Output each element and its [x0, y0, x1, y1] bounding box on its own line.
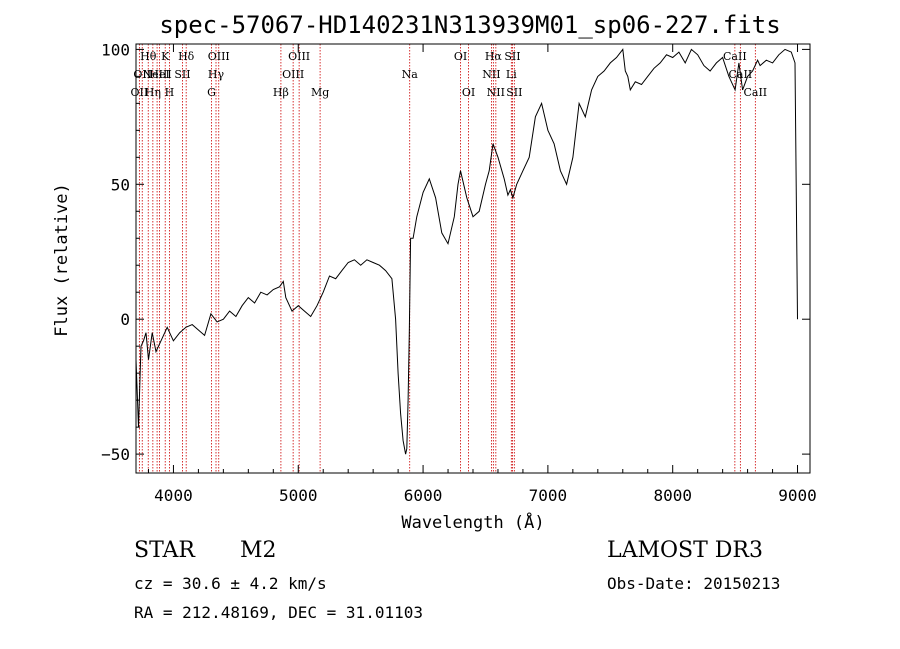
- line-label: Li: [506, 68, 517, 81]
- x-tick-label: 4000: [154, 486, 193, 505]
- line-label: NeIII: [143, 68, 172, 81]
- line-label: K: [161, 50, 170, 63]
- chart-title: spec-57067-HD140231N313939M01_sp06-227.f…: [159, 11, 780, 39]
- line-label: OIII: [282, 68, 304, 81]
- x-tick-label: 5000: [279, 486, 318, 505]
- object-subclass: M2: [240, 538, 277, 563]
- line-label: Hγ: [208, 68, 225, 81]
- spectrum-chart: spec-57067-HD140231N313939M01_sp06-227.f…: [52, 11, 817, 533]
- redshift-text: cz = 30.6 ± 4.2 km/s: [134, 574, 327, 593]
- line-label: OI: [462, 86, 475, 99]
- line-label: SII: [174, 68, 190, 81]
- line-label: Na: [402, 68, 419, 81]
- x-tick-label: 9000: [778, 486, 817, 505]
- line-label: Hη: [145, 86, 161, 99]
- line-label: OI: [454, 50, 467, 63]
- y-tick-label: −50: [101, 445, 130, 464]
- line-label: G: [207, 86, 216, 99]
- y-axis: −50 0 50 100: [101, 40, 810, 464]
- line-label: NII: [487, 86, 505, 99]
- x-tick-label: 8000: [653, 486, 692, 505]
- plot-frame: [135, 43, 811, 474]
- line-label: SII: [506, 86, 522, 99]
- line-label: Mg: [311, 86, 329, 99]
- line-label: OII: [133, 68, 151, 81]
- line-label: CaII: [743, 86, 767, 99]
- line-label: OII: [131, 86, 149, 99]
- y-axis-label: Flux (relative): [52, 183, 72, 337]
- x-tick-label: 7000: [529, 486, 568, 505]
- line-label: SII: [504, 50, 520, 63]
- line-label: Hθ: [140, 50, 157, 63]
- x-tick-label: 6000: [404, 486, 443, 505]
- object-class: STAR: [134, 538, 195, 563]
- line-label: Hδ: [178, 50, 195, 63]
- spectrum-line: [135, 48, 798, 455]
- line-label: CaII: [723, 50, 747, 63]
- line-label: NII: [482, 68, 500, 81]
- line-label: HeI: [149, 68, 169, 81]
- x-axis-label: Wavelength (Å): [401, 511, 544, 533]
- x-axis: 4000 5000 6000 7000 8000 9000: [147, 44, 817, 505]
- line-label: OIII: [208, 50, 230, 63]
- coordinates-text: RA = 212.48169, DEC = 31.01103: [134, 603, 423, 622]
- line-label: Hα: [485, 50, 503, 63]
- line-label: H: [165, 86, 175, 99]
- y-tick-label: 50: [111, 175, 130, 194]
- survey-name: LAMOST DR3: [607, 538, 763, 563]
- y-tick-label: 0: [120, 310, 130, 329]
- line-label: OIII: [288, 50, 310, 63]
- obs-date: Obs-Date: 20150213: [607, 574, 781, 593]
- line-label: Hβ: [273, 86, 289, 99]
- y-tick-label: 100: [101, 40, 130, 59]
- emission-lines: [138, 44, 756, 473]
